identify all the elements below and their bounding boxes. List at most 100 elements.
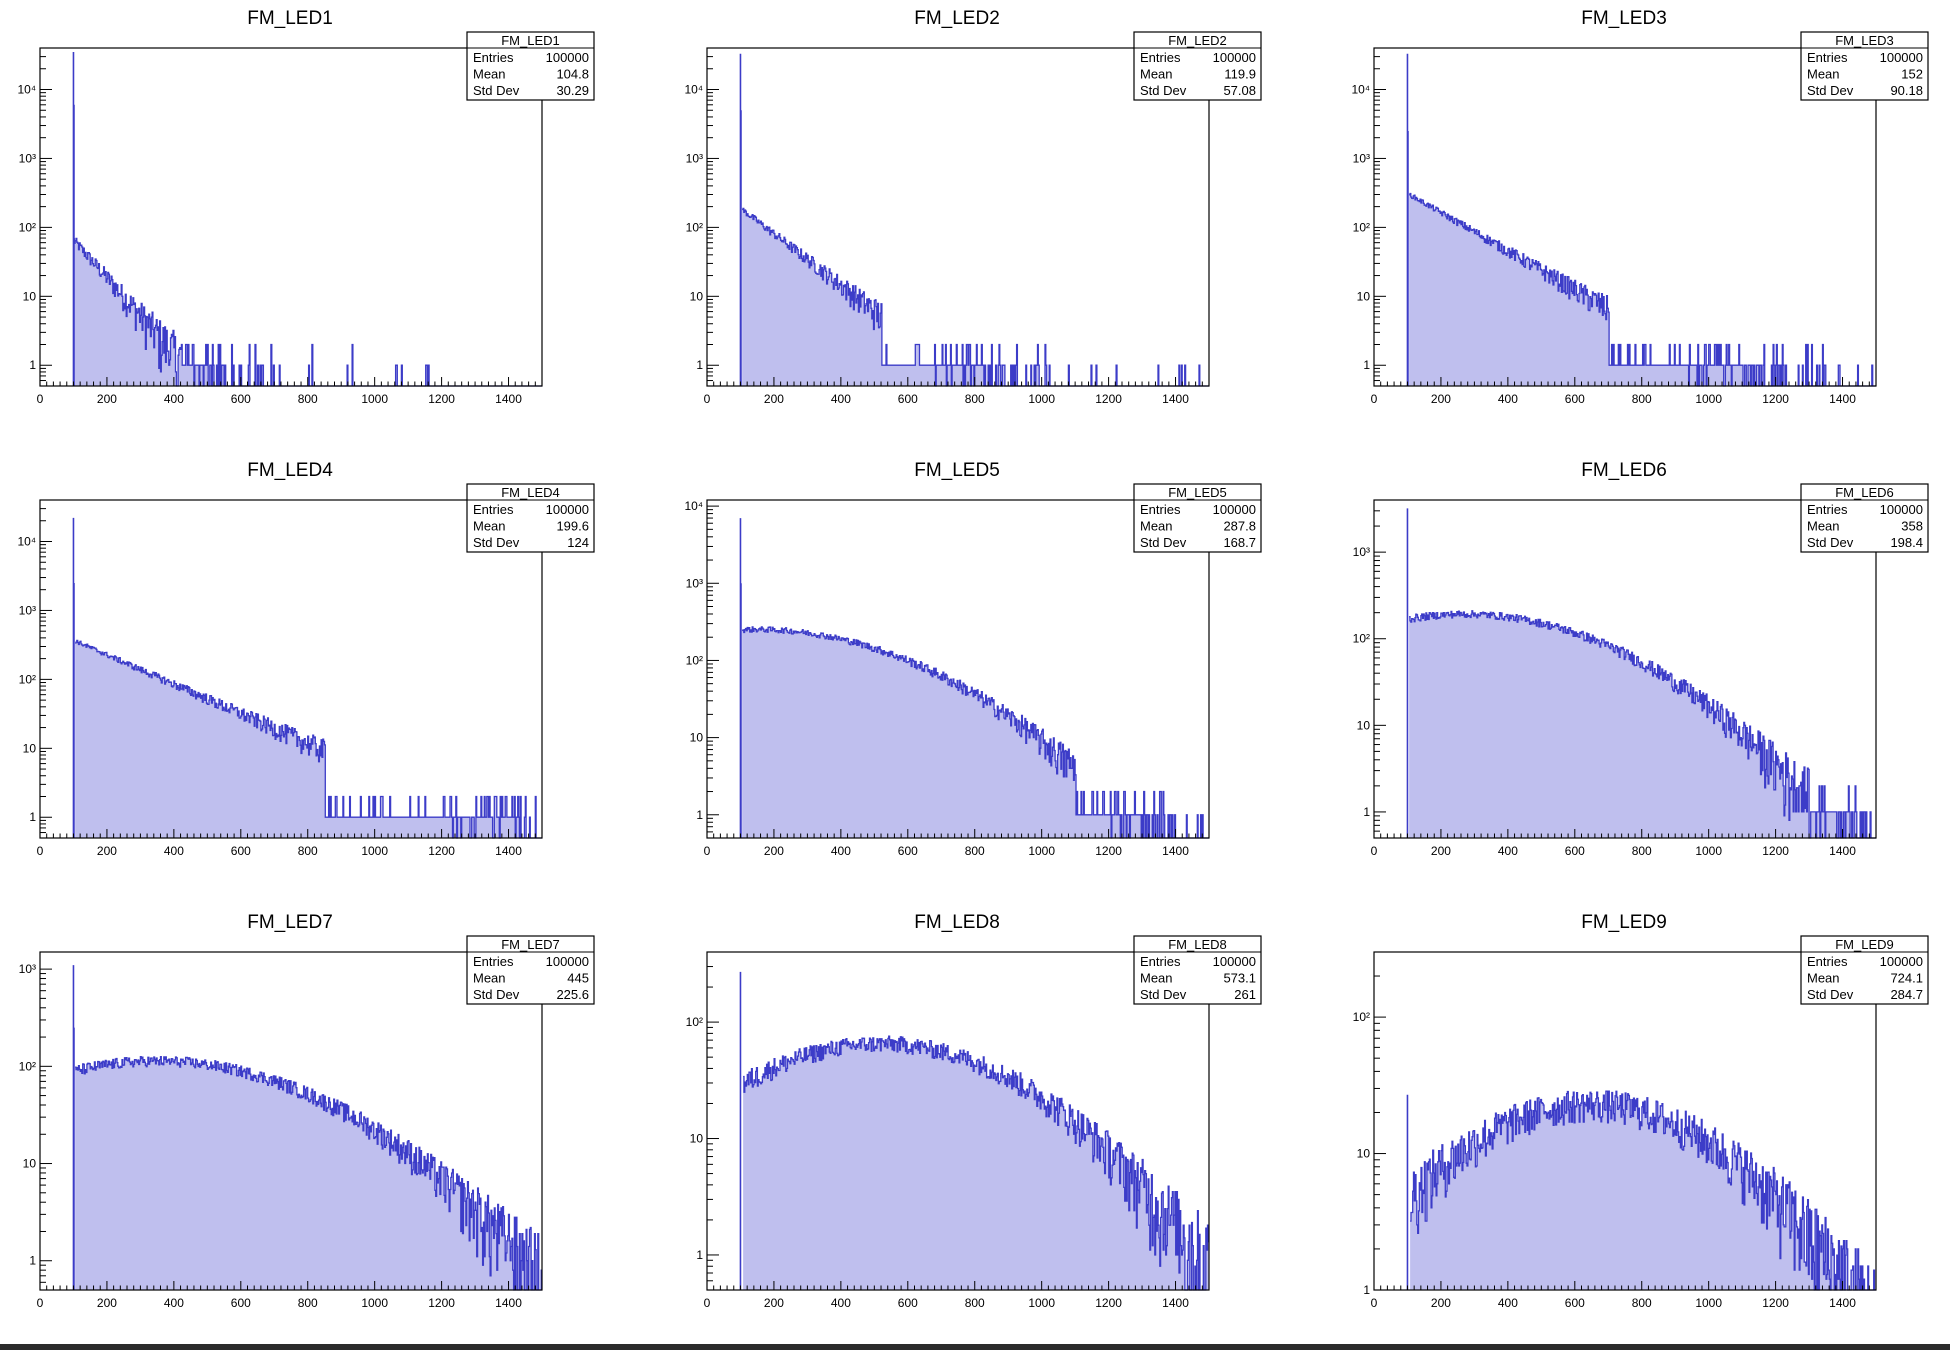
plot-frame bbox=[39, 499, 543, 839]
histogram-fill bbox=[1409, 193, 1873, 386]
stats-mean-label: Mean bbox=[1807, 971, 1840, 986]
y-tick-label: 10² bbox=[19, 220, 36, 234]
x-tick-label: 1000 bbox=[1028, 844, 1055, 858]
y-tick-label: 10⁴ bbox=[1351, 83, 1370, 97]
x-tick-label: 400 bbox=[164, 392, 184, 406]
panel-fm-led8: FM_LED8 0 200 400 600 800 1000 1200 1400 1 10 10² FM… bbox=[686, 912, 1262, 1310]
stats-std-label: Std Dev bbox=[1140, 83, 1187, 98]
stats-entries-label: Entries bbox=[1140, 50, 1181, 65]
x-tick-label: 1200 bbox=[428, 392, 455, 406]
histogram-line bbox=[743, 1035, 1210, 1291]
stats-std-value: 168.7 bbox=[1223, 535, 1256, 550]
stats-std-value: 284.7 bbox=[1890, 987, 1923, 1002]
plot-frame bbox=[706, 47, 1210, 387]
y-tick-label: 10 bbox=[690, 289, 704, 303]
stats-title: FM_LED1 bbox=[501, 33, 560, 48]
panel-fm-led2: FM_LED2 0 200 400 600 800 1000 1200 1400 1 10 10² 10… bbox=[684, 8, 1262, 406]
y-tick-label: 10³ bbox=[1353, 151, 1370, 165]
stats-title: FM_LED6 bbox=[1835, 485, 1894, 500]
y-tick-label: 10 bbox=[23, 741, 37, 755]
x-tick-label: 800 bbox=[1632, 1296, 1652, 1310]
x-tick-label: 1400 bbox=[1829, 392, 1856, 406]
x-tick-label: 200 bbox=[1431, 392, 1451, 406]
histogram-fill bbox=[742, 626, 1204, 838]
stats-box-frame bbox=[466, 483, 595, 553]
x-tick-label: 1200 bbox=[1095, 844, 1122, 858]
stats-std-label: Std Dev bbox=[473, 535, 520, 550]
x-tick-label: 1200 bbox=[1095, 392, 1122, 406]
panel-fm-led7: FM_LED7 0 200 400 600 800 1000 1200 1400 1 10 10² 10… bbox=[19, 912, 595, 1310]
stats-mean-value: 573.1 bbox=[1223, 971, 1256, 986]
x-tick-label: 0 bbox=[1371, 392, 1378, 406]
y-tick-label: 10² bbox=[1353, 1010, 1370, 1024]
stats-mean-label: Mean bbox=[473, 519, 506, 534]
stats-std-value: 90.18 bbox=[1890, 83, 1923, 98]
x-tick-label: 400 bbox=[1498, 844, 1518, 858]
histogram-fill bbox=[742, 208, 1200, 386]
histogram-fill bbox=[1409, 610, 1871, 838]
chart-title: FM_LED6 bbox=[1581, 460, 1667, 481]
stats-mean-value: 152 bbox=[1901, 67, 1923, 82]
stats-entries-label: Entries bbox=[1140, 954, 1181, 969]
stats-std-value: 261 bbox=[1234, 987, 1256, 1002]
chart-title: FM_LED8 bbox=[914, 912, 1000, 933]
stats-std-label: Std Dev bbox=[473, 987, 520, 1002]
y-tick-label: 10³ bbox=[19, 962, 36, 976]
chart-title: FM_LED4 bbox=[247, 460, 333, 481]
stats-box: FM_LED8 Entries 100000 Mean 573.1 Std Dev 261 bbox=[1133, 935, 1262, 1005]
stats-box: FM_LED1 Entries 100000 Mean 104.8 Std Dev 30.2… bbox=[466, 31, 595, 101]
histogram-fill bbox=[1410, 1091, 1876, 1290]
x-tick-label: 400 bbox=[831, 392, 851, 406]
y-tick-label: 10² bbox=[19, 1059, 36, 1073]
x-tick-label: 1400 bbox=[1829, 1296, 1856, 1310]
x-tick-label: 0 bbox=[704, 392, 711, 406]
x-tick-label: 400 bbox=[1498, 1296, 1518, 1310]
x-tick-label: 1400 bbox=[1162, 1296, 1189, 1310]
y-tick-label: 1 bbox=[29, 1254, 36, 1268]
histogram-line bbox=[1409, 610, 1876, 839]
y-tick-label: 10² bbox=[686, 220, 703, 234]
histogram-line bbox=[75, 639, 542, 839]
stats-mean-value: 724.1 bbox=[1890, 971, 1923, 986]
stats-entries-label: Entries bbox=[1807, 50, 1848, 65]
x-tick-label: 800 bbox=[965, 392, 985, 406]
x-tick-label: 1000 bbox=[1695, 844, 1722, 858]
x-tick-label: 200 bbox=[97, 392, 117, 406]
x-tick-label: 0 bbox=[1371, 1296, 1378, 1310]
x-tick-label: 0 bbox=[37, 392, 44, 406]
stats-entries-value: 100000 bbox=[546, 50, 589, 65]
chart-title: FM_LED7 bbox=[247, 912, 333, 933]
x-tick-label: 1400 bbox=[1829, 844, 1856, 858]
y-tick-label: 10 bbox=[23, 289, 37, 303]
stats-box-frame bbox=[1133, 935, 1262, 1005]
x-tick-label: 800 bbox=[298, 844, 318, 858]
stats-box-frame bbox=[1800, 31, 1929, 101]
x-tick-label: 600 bbox=[1565, 392, 1585, 406]
x-tick-label: 1200 bbox=[1762, 1296, 1789, 1310]
stats-title: FM_LED3 bbox=[1835, 33, 1894, 48]
x-tick-label: 800 bbox=[965, 844, 985, 858]
x-tick-label: 1000 bbox=[361, 392, 388, 406]
plot-frame bbox=[1373, 47, 1877, 387]
x-tick-label: 800 bbox=[298, 392, 318, 406]
y-tick-label: 10² bbox=[1353, 220, 1370, 234]
stats-box: FM_LED5 Entries 100000 Mean 287.8 Std Dev 168.… bbox=[1133, 483, 1262, 553]
histogram-line bbox=[1410, 1090, 1877, 1291]
stats-mean-value: 287.8 bbox=[1223, 519, 1256, 534]
stats-entries-label: Entries bbox=[1807, 502, 1848, 517]
y-tick-label: 10 bbox=[1357, 718, 1371, 732]
stats-title: FM_LED9 bbox=[1835, 937, 1894, 952]
panel-fm-led4: FM_LED4 0 200 400 600 800 1000 1200 1400 1 10 10² 10… bbox=[17, 460, 595, 858]
stats-title: FM_LED4 bbox=[501, 485, 560, 500]
stats-entries-value: 100000 bbox=[546, 954, 589, 969]
stats-std-label: Std Dev bbox=[1807, 535, 1854, 550]
stats-std-label: Std Dev bbox=[1807, 83, 1854, 98]
stats-entries-label: Entries bbox=[1807, 954, 1848, 969]
y-tick-label: 10² bbox=[19, 672, 36, 686]
x-tick-label: 200 bbox=[97, 844, 117, 858]
x-tick-label: 1400 bbox=[1162, 392, 1189, 406]
y-tick-label: 10 bbox=[690, 1132, 704, 1146]
stats-title: FM_LED7 bbox=[501, 937, 560, 952]
y-tick-label: 1 bbox=[29, 810, 36, 824]
x-tick-label: 200 bbox=[764, 844, 784, 858]
